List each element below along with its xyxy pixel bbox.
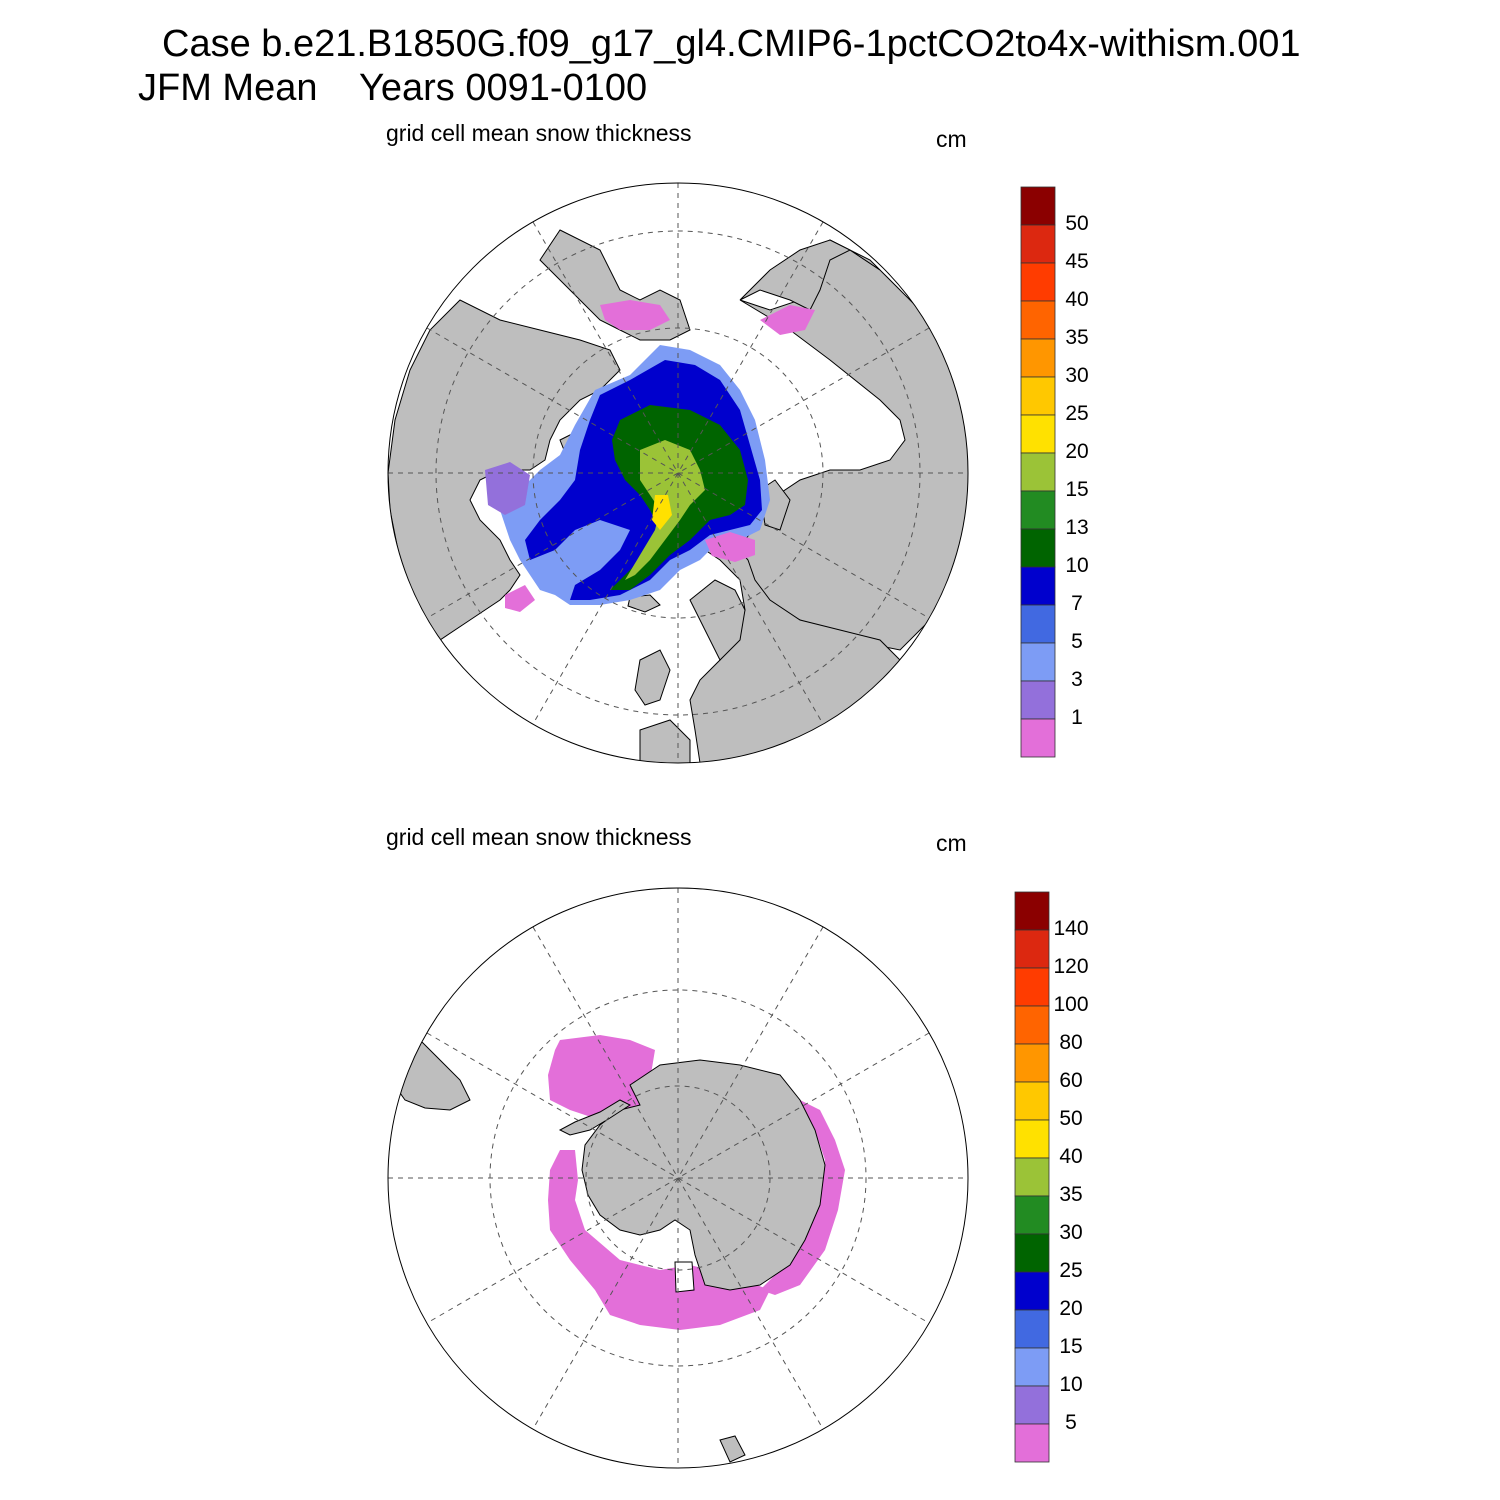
colorbar-tick-label: 5: [1071, 630, 1083, 653]
antarctic-peninsula: [558, 1099, 632, 1136]
antarctic-graticule: [388, 888, 968, 1468]
land-scandinavia: [689, 579, 746, 661]
colorbar-tick-label: 140: [1053, 917, 1089, 940]
colorbar-tick-label: 10: [1059, 1373, 1083, 1396]
colorbar-tick-label: 60: [1059, 1069, 1083, 1092]
arctic-meridian-60: [426, 327, 930, 619]
land-africa-tip: [719, 1435, 746, 1463]
colorbar-tick-label: 13: [1065, 516, 1089, 539]
colorbar-swatch: [1014, 1423, 1050, 1463]
antarctic-meridian-150: [532, 926, 824, 1430]
land-chukotka: [739, 239, 881, 311]
figure-title-line1: Case b.e21.B1850G.f09_g17_gl4.CMIP6-1pct…: [162, 23, 1301, 65]
colorbar-tick-label: 30: [1059, 1221, 1083, 1244]
colorbar-tick-label: 5: [1065, 1411, 1077, 1434]
colorbar-tick-label: 15: [1065, 478, 1089, 501]
antarctic-meridian-120: [426, 1032, 930, 1324]
colorbar-tick-label: 40: [1065, 288, 1089, 311]
colorbar-swatch: [1014, 967, 1050, 1007]
colorbar-swatch: [1020, 642, 1056, 682]
colorbar-swatch: [1014, 1005, 1050, 1045]
colorbar-tick-label: 120: [1053, 955, 1089, 978]
antarctic-units-label: cm: [936, 830, 967, 856]
colorbar-swatch: [1020, 566, 1056, 606]
land-western-europe: [639, 719, 691, 763]
colorbar-swatch: [1020, 528, 1056, 568]
land-british-isles: [634, 649, 671, 706]
colorbar-swatch: [1020, 338, 1056, 378]
colorbar-swatch: [1014, 1233, 1050, 1273]
colorbar-swatch: [1020, 680, 1056, 720]
colorbar-swatch: [1020, 186, 1056, 226]
colorbar-swatch: [1014, 1347, 1050, 1387]
colorbar-tick-label: 35: [1059, 1183, 1083, 1206]
colorbar-swatch: [1014, 1195, 1050, 1235]
arctic-meridian-150: [532, 221, 824, 725]
colorbar-tick-label: 50: [1059, 1107, 1083, 1130]
arctic-colorbar: [1020, 186, 1056, 758]
arctic-snow-patch-labrador: [505, 585, 535, 612]
colorbar-swatch: [1014, 1271, 1050, 1311]
land-iceland: [627, 594, 661, 613]
colorbar-swatch: [1020, 604, 1056, 644]
colorbar-swatch: [1014, 1043, 1050, 1083]
arctic-meridian-30: [532, 221, 824, 725]
figure-title-line2: JFM Mean Years 0091-0100: [138, 67, 648, 109]
antarctic-panel-title: grid cell mean snow thickness: [386, 824, 692, 850]
colorbar-tick-label: 100: [1053, 993, 1089, 1016]
antarctica-continent: [581, 1059, 826, 1291]
arctic-map: [387, 182, 969, 764]
ross-sea-gap: [674, 1261, 695, 1293]
colorbar-tick-label: 80: [1059, 1031, 1083, 1054]
antarctic-meridian-60: [426, 1032, 930, 1324]
colorbar-tick-label: 15: [1059, 1335, 1083, 1358]
arctic-graticule: [388, 183, 968, 763]
colorbar-tick-label: 20: [1059, 1297, 1083, 1320]
antarctic-map-border: [387, 887, 969, 1469]
arctic-map-border: [387, 182, 969, 764]
colorbar-tick-label: 30: [1065, 364, 1089, 387]
arctic-snow-field: [485, 300, 815, 612]
colorbar-tick-label: 25: [1065, 402, 1089, 425]
arctic-snow-patch-barents: [705, 532, 755, 562]
colorbar-swatch: [1020, 490, 1056, 530]
antarctic-colorbar: [1014, 891, 1050, 1463]
colorbar-swatch: [1014, 1157, 1050, 1197]
colorbar-tick-label: 40: [1059, 1145, 1083, 1168]
colorbar-tick-label: 10: [1065, 554, 1089, 577]
arctic-snow-patch-hudson: [485, 462, 530, 515]
antarctic-map: [387, 887, 969, 1469]
colorbar-tick-label: 50: [1065, 212, 1089, 235]
colorbar-swatch: [1014, 891, 1050, 931]
arctic-panel-title: grid cell mean snow thickness: [386, 120, 692, 146]
colorbar-swatch: [1014, 929, 1050, 969]
colorbar-swatch: [1020, 224, 1056, 264]
colorbar-tick-label: 35: [1065, 326, 1089, 349]
colorbar-swatch: [1020, 376, 1056, 416]
colorbar-tick-label: 3: [1071, 668, 1083, 691]
colorbar-swatch: [1014, 1081, 1050, 1121]
arctic-snow-patch-okhotsk: [760, 305, 815, 335]
antarctic-meridian-30: [532, 926, 824, 1430]
arctic-snow-patch-bering: [600, 300, 670, 330]
colorbar-swatch: [1014, 1309, 1050, 1349]
colorbar-tick-label: 20: [1065, 440, 1089, 463]
arctic-units-label: cm: [936, 126, 967, 152]
colorbar-tick-label: 1: [1071, 706, 1083, 729]
colorbar-swatch: [1020, 718, 1056, 758]
colorbar-tick-label: 45: [1065, 250, 1089, 273]
colorbar-tick-label: 7: [1071, 592, 1083, 615]
colorbar-tick-label: 25: [1059, 1259, 1083, 1282]
antarctic-snow-weddell: [548, 1035, 655, 1125]
arctic-snow-band-yellow: [652, 495, 672, 530]
antarctic-snow-east-coast: [760, 1100, 845, 1295]
arctic-meridian-120: [426, 327, 930, 619]
